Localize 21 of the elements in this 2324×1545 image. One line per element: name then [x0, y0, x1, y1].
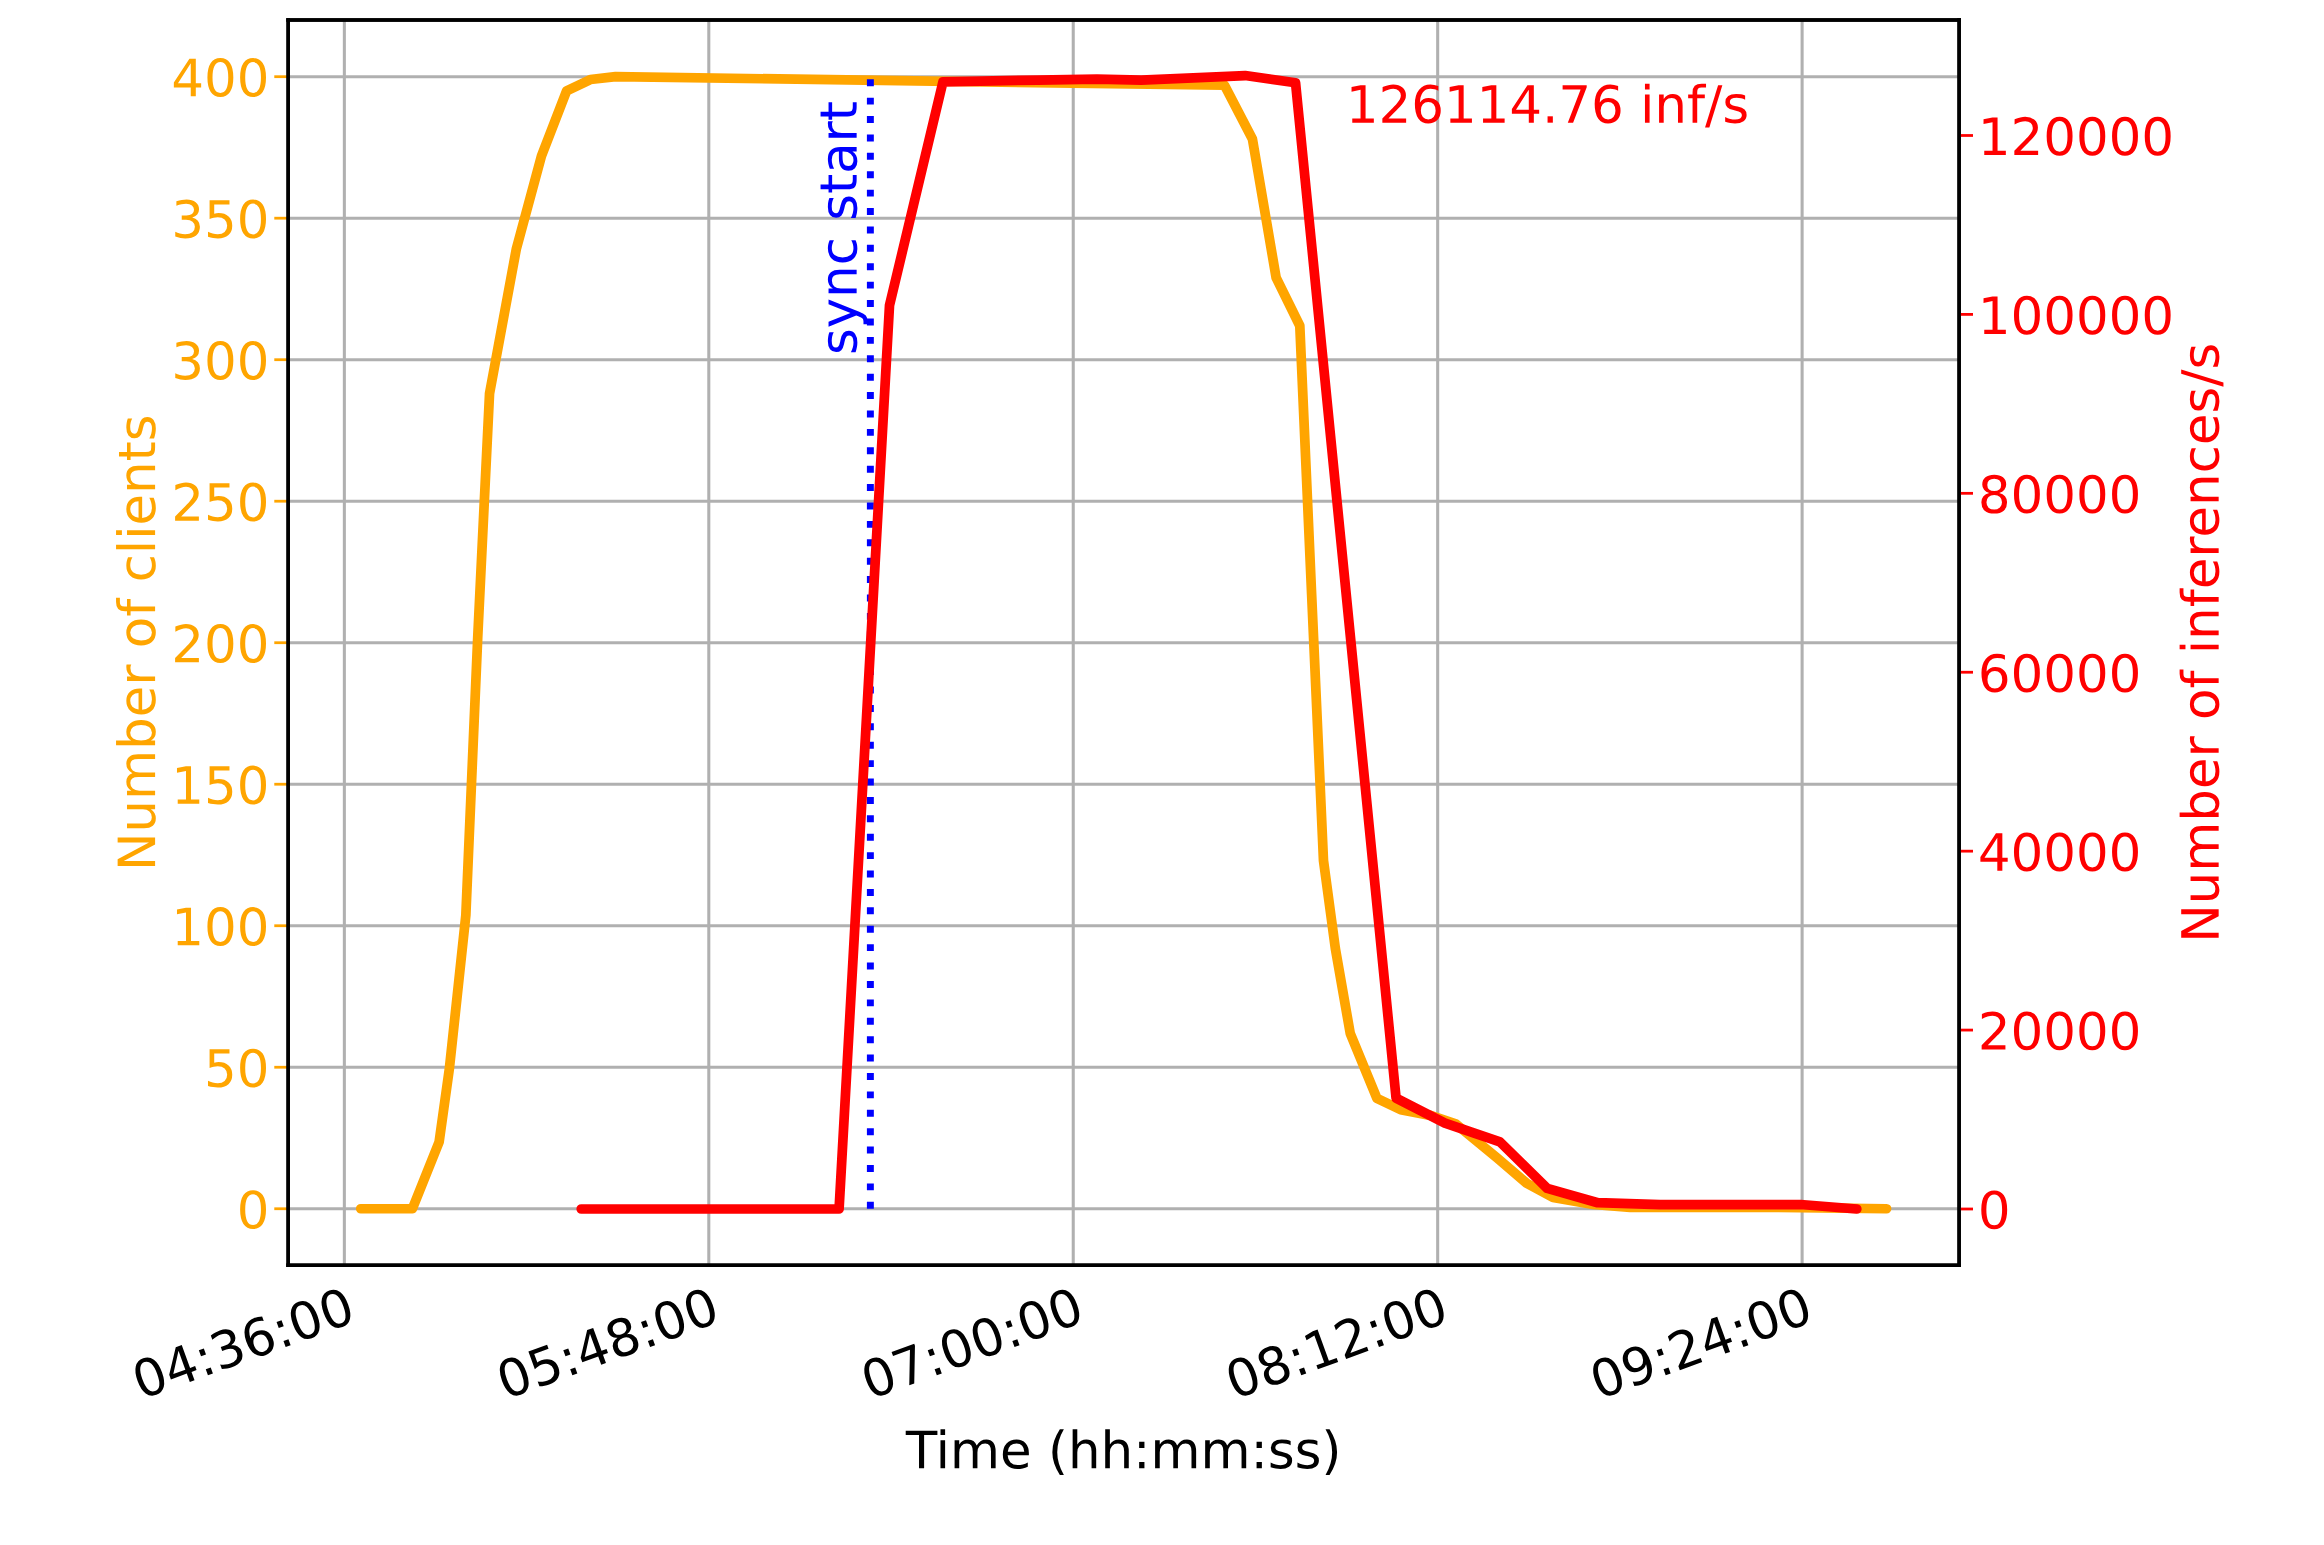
- y-tick-label: 300: [175, 341, 267, 380]
- ref-line-label: sync start: [820, 102, 868, 353]
- y-tick-label: 400: [173, 58, 267, 97]
- y2-tick-label: 60000: [1981, 653, 2138, 693]
- y-tick-label: 100: [176, 907, 267, 946]
- y2-tick-label: 100000: [1983, 295, 2171, 335]
- y-tick-label: 0: [240, 1190, 267, 1230]
- y2-tick-label: 20000: [1981, 1011, 2138, 1051]
- y-tick-label: 250: [175, 482, 267, 522]
- y-tick-label: 150: [176, 765, 267, 805]
- y2-tick-label: 0: [1981, 1190, 2008, 1230]
- x-axis-title: Time (hh:mm:ss): [905, 1429, 1338, 1476]
- y2-tick-label: 40000: [1980, 832, 2138, 872]
- annotation: 126114.76 inf/s: [1351, 83, 1747, 128]
- y-axis-title: Number of clients: [116, 416, 156, 866]
- y2-tick-label: 120000: [1983, 116, 2171, 156]
- y-tick-label: 200: [175, 624, 267, 663]
- y2-axis-title: Number of inferences/s: [2179, 345, 2224, 938]
- y-tick-label: 50: [208, 1048, 267, 1088]
- y-tick-label: 350: [175, 199, 267, 239]
- y2-tick-label: 80000: [1981, 474, 2138, 514]
